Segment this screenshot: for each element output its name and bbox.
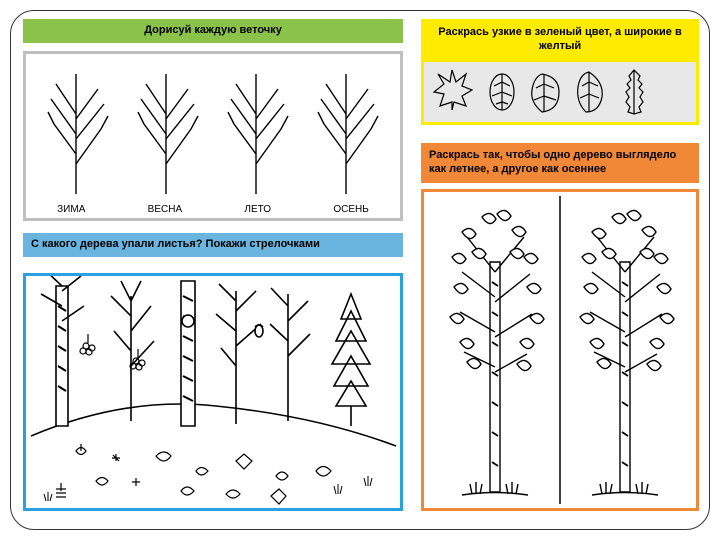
- task2-header: Раскрась узкие в зеленый цвет, а широкие…: [421, 19, 699, 61]
- season-label: ЛЕТО: [244, 204, 271, 215]
- forest-svg: [26, 276, 400, 508]
- task4-header: Раскрась так, чтобы одно дерево выглядел…: [421, 143, 699, 183]
- seasons-row: ЗИМА ВЕСНА ЛЕТО ОСЕНЬ: [26, 202, 400, 219]
- task3-box: [23, 273, 403, 511]
- worksheet-page: Дорисуй каждую веточку ЗИМА: [10, 10, 710, 530]
- task2-box: [421, 59, 699, 125]
- two-trees-svg: [424, 192, 696, 508]
- task4-box: [421, 189, 699, 511]
- leaves-svg: [424, 62, 696, 122]
- task3-header: С какого дерева упали листья? Покажи стр…: [23, 233, 403, 257]
- task4-title: Раскрась так, чтобы одно дерево выглядел…: [429, 149, 676, 175]
- task1-box: ЗИМА ВЕСНА ЛЕТО ОСЕНЬ: [23, 51, 403, 221]
- task1-title: Дорисуй каждую веточку: [144, 24, 282, 36]
- task1-header: Дорисуй каждую веточку: [23, 19, 403, 43]
- branches-svg: [26, 54, 400, 202]
- season-label: ВЕСНА: [148, 204, 182, 215]
- task2-title: Раскрась узкие в зеленый цвет, а широкие…: [438, 26, 681, 52]
- task3-title: С какого дерева упали листья? Покажи стр…: [31, 238, 320, 250]
- season-label: ОСЕНЬ: [333, 204, 368, 215]
- season-label: ЗИМА: [57, 204, 85, 215]
